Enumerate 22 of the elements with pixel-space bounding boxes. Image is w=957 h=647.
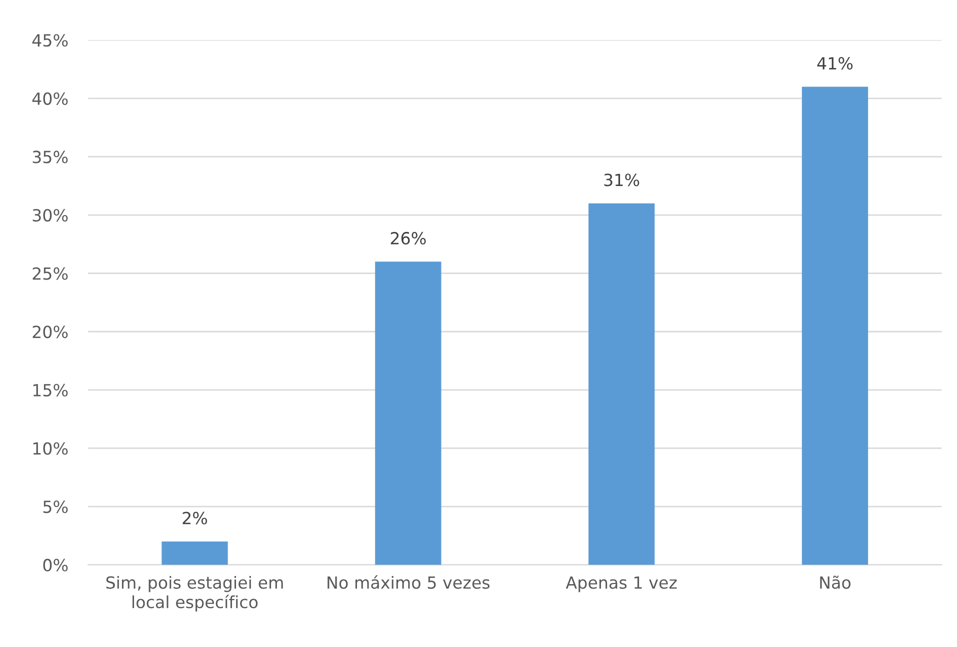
- y-tick-label: 5%: [43, 500, 68, 514]
- bar: [802, 86, 868, 565]
- bar: [162, 542, 228, 565]
- y-tick-label: 0%: [43, 558, 68, 572]
- data-label: 31%: [604, 174, 640, 186]
- y-tick-label: 20%: [32, 326, 68, 338]
- y-tick-label: 30%: [32, 208, 68, 222]
- data-label: 41%: [817, 57, 853, 70]
- y-tick-label: 45%: [32, 34, 68, 47]
- x-tick-label: Sim, pois estagiei em local específico: [106, 576, 283, 612]
- data-label: 2%: [182, 512, 208, 524]
- data-label: 26%: [390, 232, 426, 245]
- y-tick-label: 10%: [33, 442, 68, 455]
- x-tick-label: Não: [820, 576, 851, 589]
- y-tick-label: 25%: [32, 267, 68, 280]
- x-tick-label: Apenas 1 vez: [566, 576, 677, 592]
- x-tick-label: No máximo 5 vezes: [328, 575, 490, 589]
- bar: [588, 203, 655, 565]
- y-tick-label: 35%: [32, 150, 68, 164]
- y-tick-label: 15%: [33, 384, 68, 396]
- bar: [375, 262, 442, 565]
- y-tick-label: 40%: [32, 92, 68, 105]
